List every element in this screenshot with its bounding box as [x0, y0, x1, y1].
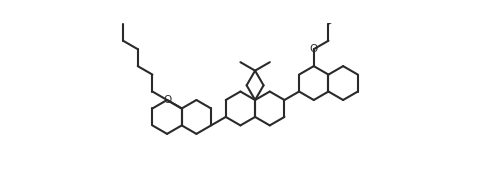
Text: O: O — [310, 44, 318, 54]
Text: O: O — [163, 95, 171, 105]
